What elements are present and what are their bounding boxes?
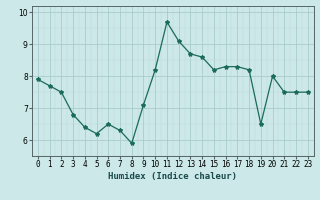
X-axis label: Humidex (Indice chaleur): Humidex (Indice chaleur) [108, 172, 237, 181]
